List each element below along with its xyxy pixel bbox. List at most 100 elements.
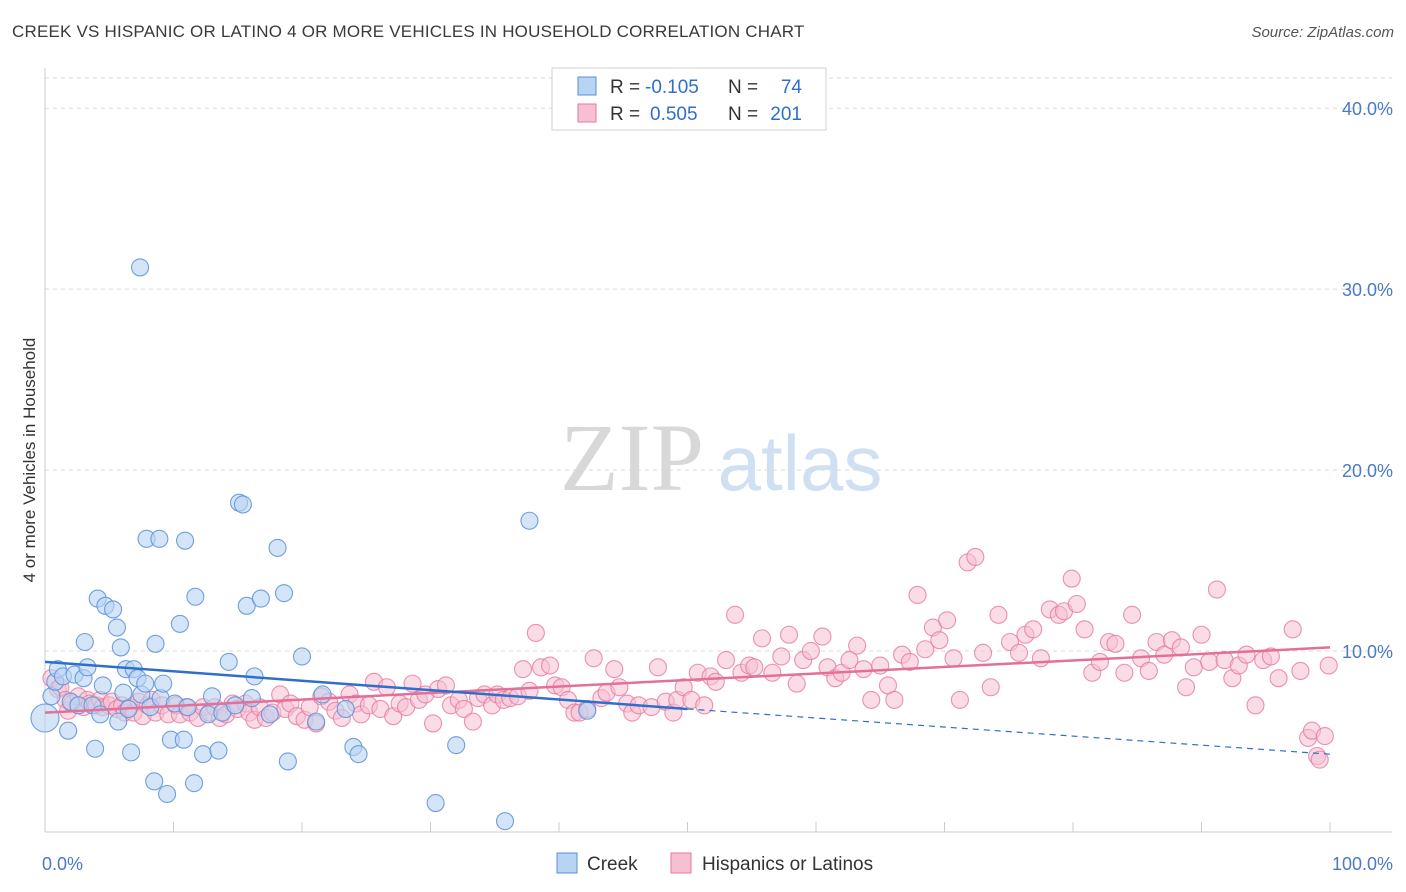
creek-point (274, 584, 294, 603)
creek-point (109, 712, 128, 731)
hispanics-point (1075, 620, 1094, 639)
x-tick-label: 100.0% (1332, 854, 1393, 874)
hispanics-point (1090, 652, 1110, 671)
source-label: Source: ZipAtlas.com (1251, 24, 1394, 41)
stats-legend: R = -0.105 N = 74 R = 0.505 N = 201 (551, 67, 827, 131)
creek-point (174, 730, 193, 749)
hispanics-point (779, 625, 799, 644)
hispanics-point (1062, 569, 1081, 588)
hispanics-point (1192, 625, 1211, 644)
creek-point (114, 683, 133, 702)
bottom-legend-hisp: Hispanics or Latinos (702, 854, 873, 875)
hispanics-trend-line (44, 646, 1331, 714)
hispanics-point (584, 649, 603, 668)
hispanics-point (1261, 647, 1280, 666)
bottom-legend-creek: Creek (587, 854, 638, 875)
hispanics-point (1024, 620, 1043, 639)
hispanics-point (930, 631, 949, 650)
creek-point (268, 538, 287, 557)
hispanics-point (706, 672, 725, 691)
creek-point (260, 705, 279, 724)
creek-point (78, 658, 97, 677)
hispanics-point (1031, 649, 1050, 668)
hispanics-point (973, 643, 993, 662)
hispanics-point (526, 623, 545, 643)
creek-point (104, 600, 123, 619)
hispanics-point (1200, 652, 1219, 671)
creek-point (251, 589, 270, 608)
hispanics-point (1246, 696, 1265, 715)
creek-point (237, 596, 256, 615)
hispanics-points (42, 547, 1338, 769)
hispanics-point (540, 656, 560, 675)
creek-point (146, 634, 165, 653)
creek-point (278, 752, 297, 771)
creek-point (336, 699, 355, 719)
hispanics-point (513, 660, 533, 679)
hispanics-point (1237, 645, 1256, 664)
creek-point (170, 614, 189, 633)
watermark-atlas: atlas (718, 419, 883, 507)
hispanics-point (648, 658, 667, 677)
y-tick-label: 20.0% (1342, 461, 1393, 481)
hispanics-point (745, 658, 764, 677)
hispanics-point (1310, 750, 1329, 769)
creek-point (176, 531, 195, 550)
hispanics-point (1184, 658, 1203, 677)
hispanics-point (1269, 669, 1288, 688)
hispanics-point (938, 611, 957, 630)
creek-point (226, 696, 245, 715)
bottom-legend-hisp-swatch (670, 852, 692, 874)
hispanics-point (813, 627, 832, 646)
creek-point (292, 647, 312, 666)
hispanics-point (1067, 594, 1086, 614)
hispanics-point (1106, 634, 1125, 653)
creek-point (178, 698, 197, 717)
hispanics-point (424, 714, 443, 733)
hispanics-point (1139, 661, 1158, 681)
creek-point (313, 685, 332, 704)
hispanics-point (752, 629, 772, 648)
creek-trend-line (44, 660, 688, 711)
creek-point (578, 701, 597, 720)
hispanics-point (862, 690, 881, 709)
creek-point (233, 495, 252, 514)
x-tick-labels: 0.0% 100.0% (42, 854, 1393, 874)
hispanics-point (989, 605, 1008, 624)
hispanics-point (1009, 643, 1029, 662)
legend-hisp-n-label: N = (728, 104, 758, 125)
creek-point (150, 529, 169, 548)
watermark-zip: ZIP (560, 404, 704, 511)
hispanics-point (605, 660, 624, 679)
legend-creek-n-label: N = (728, 77, 758, 98)
legend-creek-r-value: -0.105 (645, 77, 699, 98)
hispanics-point (772, 647, 791, 666)
hispanics-point (944, 649, 963, 668)
series-legend: Creek Hispanics or Latinos (556, 852, 873, 875)
hispanics-point (900, 652, 919, 671)
hispanics-point (908, 585, 927, 605)
y-tick-label: 10.0% (1342, 642, 1393, 662)
hispanics-point (916, 640, 935, 659)
creek-point (158, 784, 177, 804)
creek-point (86, 739, 105, 758)
hispanics-point (1177, 678, 1196, 697)
hispanics-point (1319, 656, 1338, 675)
creek-point (520, 511, 539, 530)
hispanics-point (966, 547, 985, 567)
legend-creek-n-value: 74 (781, 77, 803, 98)
creek-point (242, 689, 261, 708)
hispanics-point (1207, 580, 1226, 599)
hispanics-point (763, 663, 782, 682)
hispanics-point (454, 699, 473, 719)
bottom-legend-creek-swatch (556, 852, 578, 874)
creek-point (203, 687, 222, 706)
hispanics-point (885, 690, 904, 709)
creek-point (495, 812, 515, 831)
legend-hisp-r-label: R = (610, 104, 640, 125)
hispanics-point (463, 712, 482, 731)
creek-point (194, 745, 213, 764)
creek-point (75, 632, 94, 652)
creek-point (145, 772, 164, 791)
